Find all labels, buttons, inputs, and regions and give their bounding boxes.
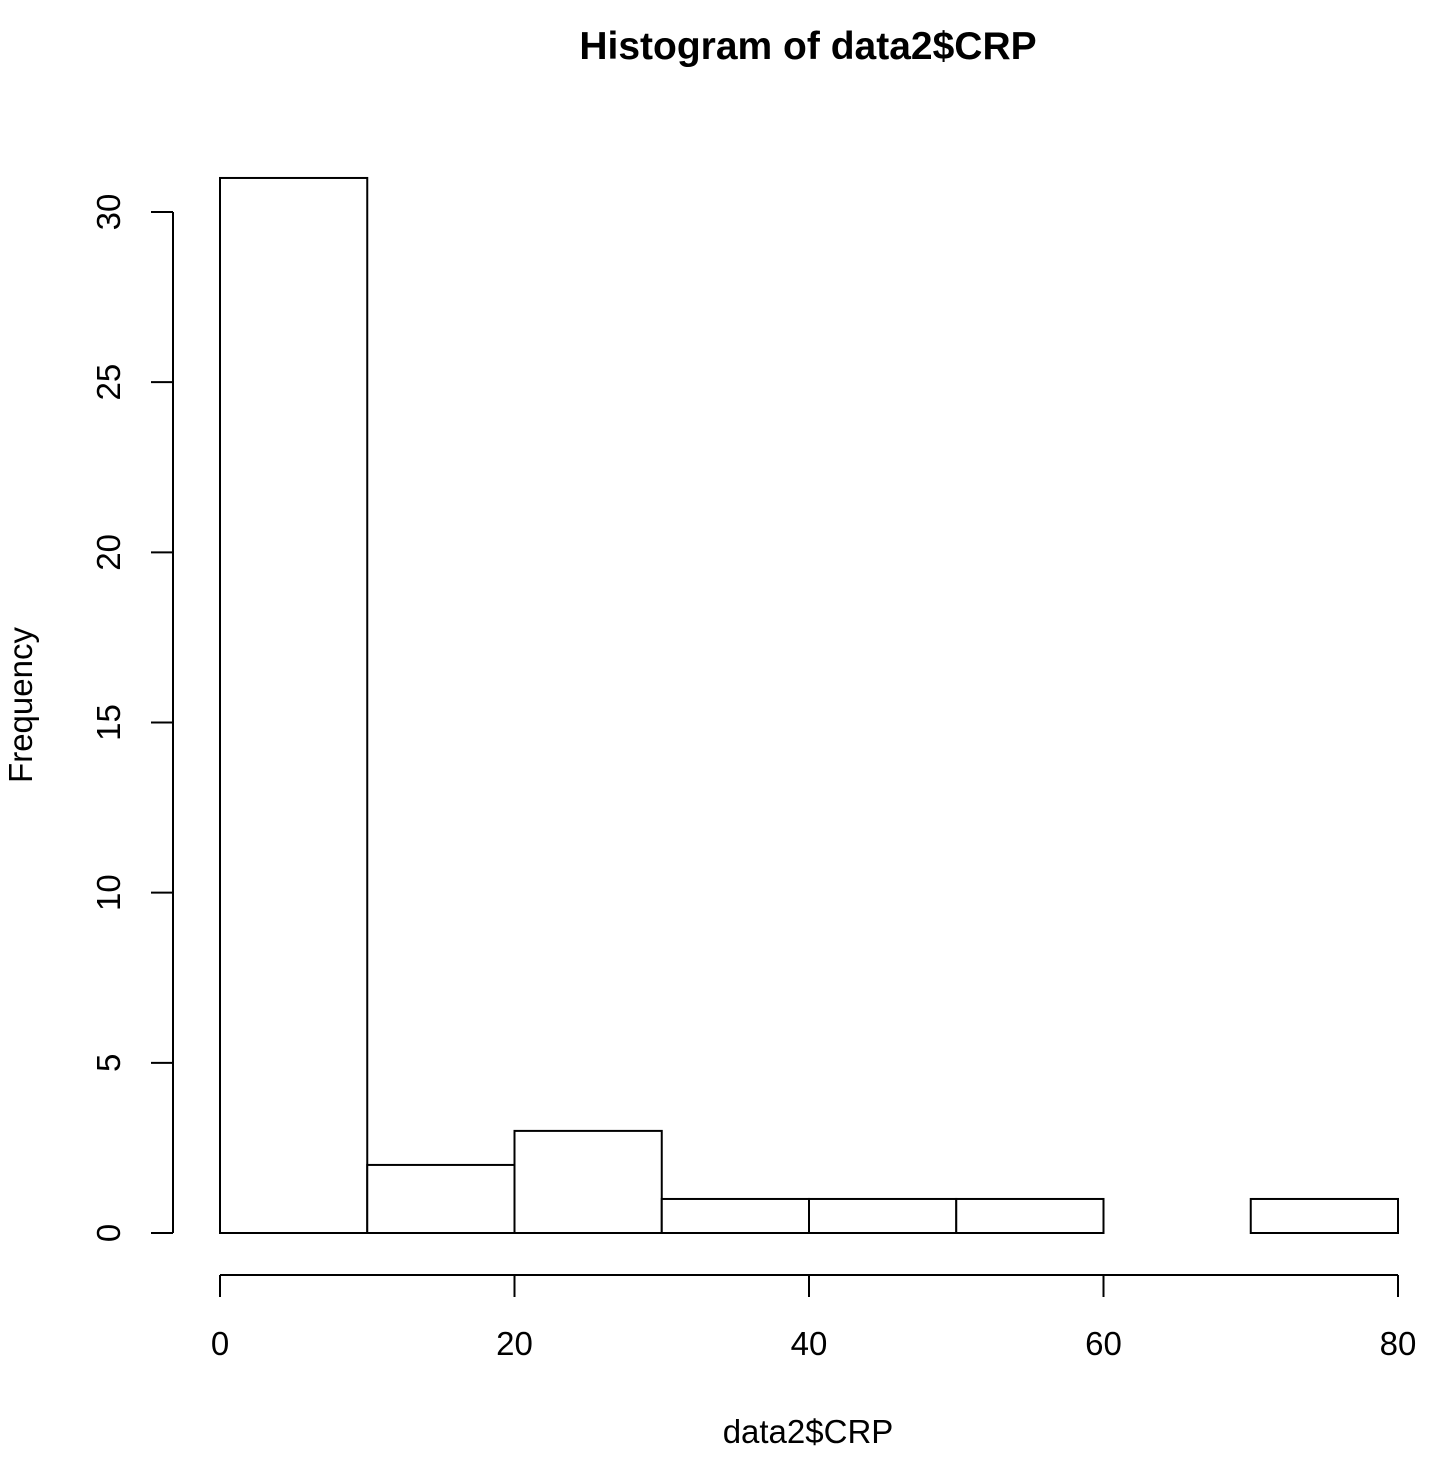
histogram-bar-4 bbox=[808, 1197, 958, 1235]
histogram-bar-2 bbox=[513, 1129, 663, 1235]
y-tick-label-6: 30 bbox=[90, 194, 127, 231]
x-axis-label: data2$CRP bbox=[723, 1413, 894, 1450]
histogram-bar-3 bbox=[660, 1197, 810, 1235]
y-tick-label-4: 20 bbox=[90, 534, 127, 571]
histogram-bar-0 bbox=[219, 176, 369, 1234]
y-axis: 0 5 10 15 20 25 30 bbox=[90, 194, 174, 1242]
x-tick-label-1: 20 bbox=[496, 1325, 533, 1362]
x-tick-label-3: 60 bbox=[1085, 1325, 1122, 1362]
x-tick-label-2: 40 bbox=[791, 1325, 828, 1362]
histogram-bar-1 bbox=[366, 1163, 516, 1235]
x-tick-label-4: 80 bbox=[1380, 1325, 1417, 1362]
histogram-bar-5 bbox=[955, 1197, 1105, 1235]
histogram-bar-7 bbox=[1249, 1197, 1399, 1235]
x-axis: 0 20 40 60 80 bbox=[211, 1274, 1417, 1362]
y-tick-label-5: 25 bbox=[90, 364, 127, 401]
bars-group bbox=[219, 176, 1399, 1235]
y-tick-label-3: 15 bbox=[90, 704, 127, 741]
y-tick-label-1: 5 bbox=[90, 1054, 127, 1072]
x-tick-label-0: 0 bbox=[211, 1325, 229, 1362]
chart-title: Histogram of data2$CRP bbox=[579, 25, 1036, 68]
y-tick-label-0: 0 bbox=[90, 1224, 127, 1242]
y-axis-label: Frequency bbox=[2, 627, 39, 783]
y-tick-label-2: 10 bbox=[90, 874, 127, 911]
